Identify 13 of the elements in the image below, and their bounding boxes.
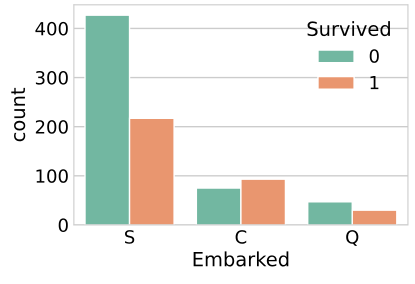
x-axis-title: Embarked — [194, 251, 288, 266]
x-tick-label: Q — [346, 230, 358, 246]
x-tick-label: S — [125, 230, 134, 244]
legend-label: 0 — [370, 49, 379, 63]
y-tick-label: 300 — [36, 71, 68, 85]
x-tick-label: C — [236, 230, 246, 244]
y-tick-label: 0 — [58, 218, 68, 232]
y-tick-label: 100 — [36, 169, 68, 183]
legend-title: Survived — [308, 21, 390, 36]
y-tick-label: 400 — [35, 22, 68, 36]
y-axis-title: count — [11, 88, 26, 142]
legend-label: 1 — [370, 76, 378, 90]
y-tick-label: 200 — [36, 120, 68, 134]
